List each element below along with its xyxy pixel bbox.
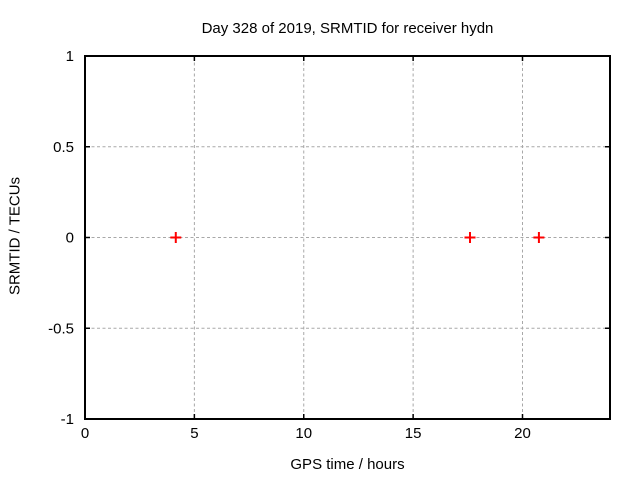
y-tick-label: 1 — [66, 48, 74, 65]
data-point-marker — [170, 232, 182, 243]
y-tick-label: -0.5 — [48, 320, 74, 337]
data-point-marker — [464, 232, 476, 243]
x-tick-label: 10 — [295, 425, 312, 442]
x-tick-label: 20 — [514, 425, 531, 442]
chart-title: Day 328 of 2019, SRMTID for receiver hyd… — [201, 20, 494, 37]
data-point-marker — [533, 232, 545, 243]
x-tick-label: 0 — [81, 425, 89, 442]
x-axis-label: GPS time / hours — [290, 456, 405, 473]
x-tick-label: 5 — [190, 425, 198, 442]
x-tick-label: 15 — [405, 425, 422, 442]
y-tick-label: 0.5 — [53, 139, 74, 156]
y-tick-label: -1 — [61, 411, 74, 428]
y-tick-label: 0 — [66, 230, 74, 247]
